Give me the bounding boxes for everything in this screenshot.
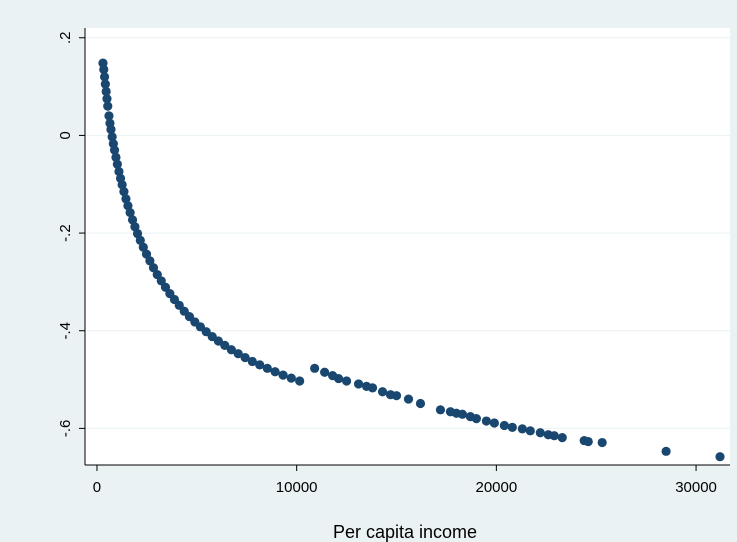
scatter-point [111, 152, 121, 162]
scatter-point [341, 376, 352, 386]
scatter-point [106, 124, 116, 135]
scatter-point [270, 367, 280, 377]
scatter-point [109, 145, 120, 155]
scatter-point [295, 376, 305, 386]
y-tick-label: .2 [57, 32, 74, 45]
plot-area [85, 28, 730, 465]
scatter-point [481, 416, 491, 426]
scatter-point [535, 428, 545, 438]
scatter-point [102, 94, 112, 104]
scatter-point [517, 424, 527, 434]
scatter-point [661, 446, 671, 456]
scatter-point [138, 242, 148, 252]
scatter-point [489, 418, 499, 428]
scatter-point [226, 345, 236, 355]
scatter-point [715, 452, 725, 462]
y-axis: -.6 -.4 -.2 0 .2 [57, 28, 86, 465]
scatter-point [334, 373, 344, 384]
x-tick-label: 20000 [476, 479, 518, 496]
scatter-point [597, 437, 607, 448]
scatter-point [125, 207, 135, 218]
scatter-point [583, 436, 593, 447]
scatter-point [403, 394, 414, 404]
scatter-point [100, 79, 110, 89]
scatter-point [262, 363, 272, 373]
scatter-point [255, 360, 265, 370]
scatter-point [145, 256, 155, 266]
data-points [98, 58, 725, 462]
scatter-point [415, 398, 426, 409]
scatter-point [499, 420, 509, 431]
scatter-point [107, 132, 117, 142]
scatter-point [471, 414, 481, 424]
scatter-point [549, 431, 559, 441]
scatter-point [320, 367, 330, 377]
x-tick-label: 30000 [675, 479, 717, 496]
y-tick-label: -.2 [57, 224, 74, 242]
scatter-point [101, 86, 111, 97]
scatter-point [286, 373, 296, 383]
scatter-point [220, 340, 230, 350]
scatter-point [104, 111, 114, 121]
x-tick-label: 0 [93, 479, 101, 496]
scatter-point [310, 363, 320, 373]
scatter-point [240, 352, 250, 363]
scatter-point [391, 391, 402, 401]
x-axis-title: Per capita income [333, 522, 477, 542]
y-tick-label: 0 [57, 131, 74, 139]
scatter-point [141, 249, 152, 259]
y-tick-label: -.6 [57, 420, 74, 438]
grid-lines [85, 37, 730, 429]
x-axis: 0 10000 20000 30000 [85, 464, 730, 496]
scatter-point [377, 387, 388, 397]
scatter-point [278, 370, 288, 380]
scatter-point [367, 383, 378, 393]
scatter-point [99, 64, 109, 75]
x-tick-label: 10000 [276, 479, 318, 496]
scatter-point [525, 426, 535, 436]
scatter-point [435, 405, 446, 415]
scatter-point [507, 422, 517, 433]
scatter-point [557, 433, 567, 443]
scatter-point [457, 409, 468, 419]
scatter-point [119, 186, 129, 197]
y-tick-label: -.4 [57, 322, 74, 340]
scatter-point [233, 349, 243, 359]
scatter-point [99, 72, 110, 82]
scatter-point [353, 379, 364, 389]
scatter-point [247, 356, 257, 367]
scatter-point [148, 263, 159, 273]
scatter-point [112, 159, 122, 169]
scatter-point [103, 101, 113, 111]
